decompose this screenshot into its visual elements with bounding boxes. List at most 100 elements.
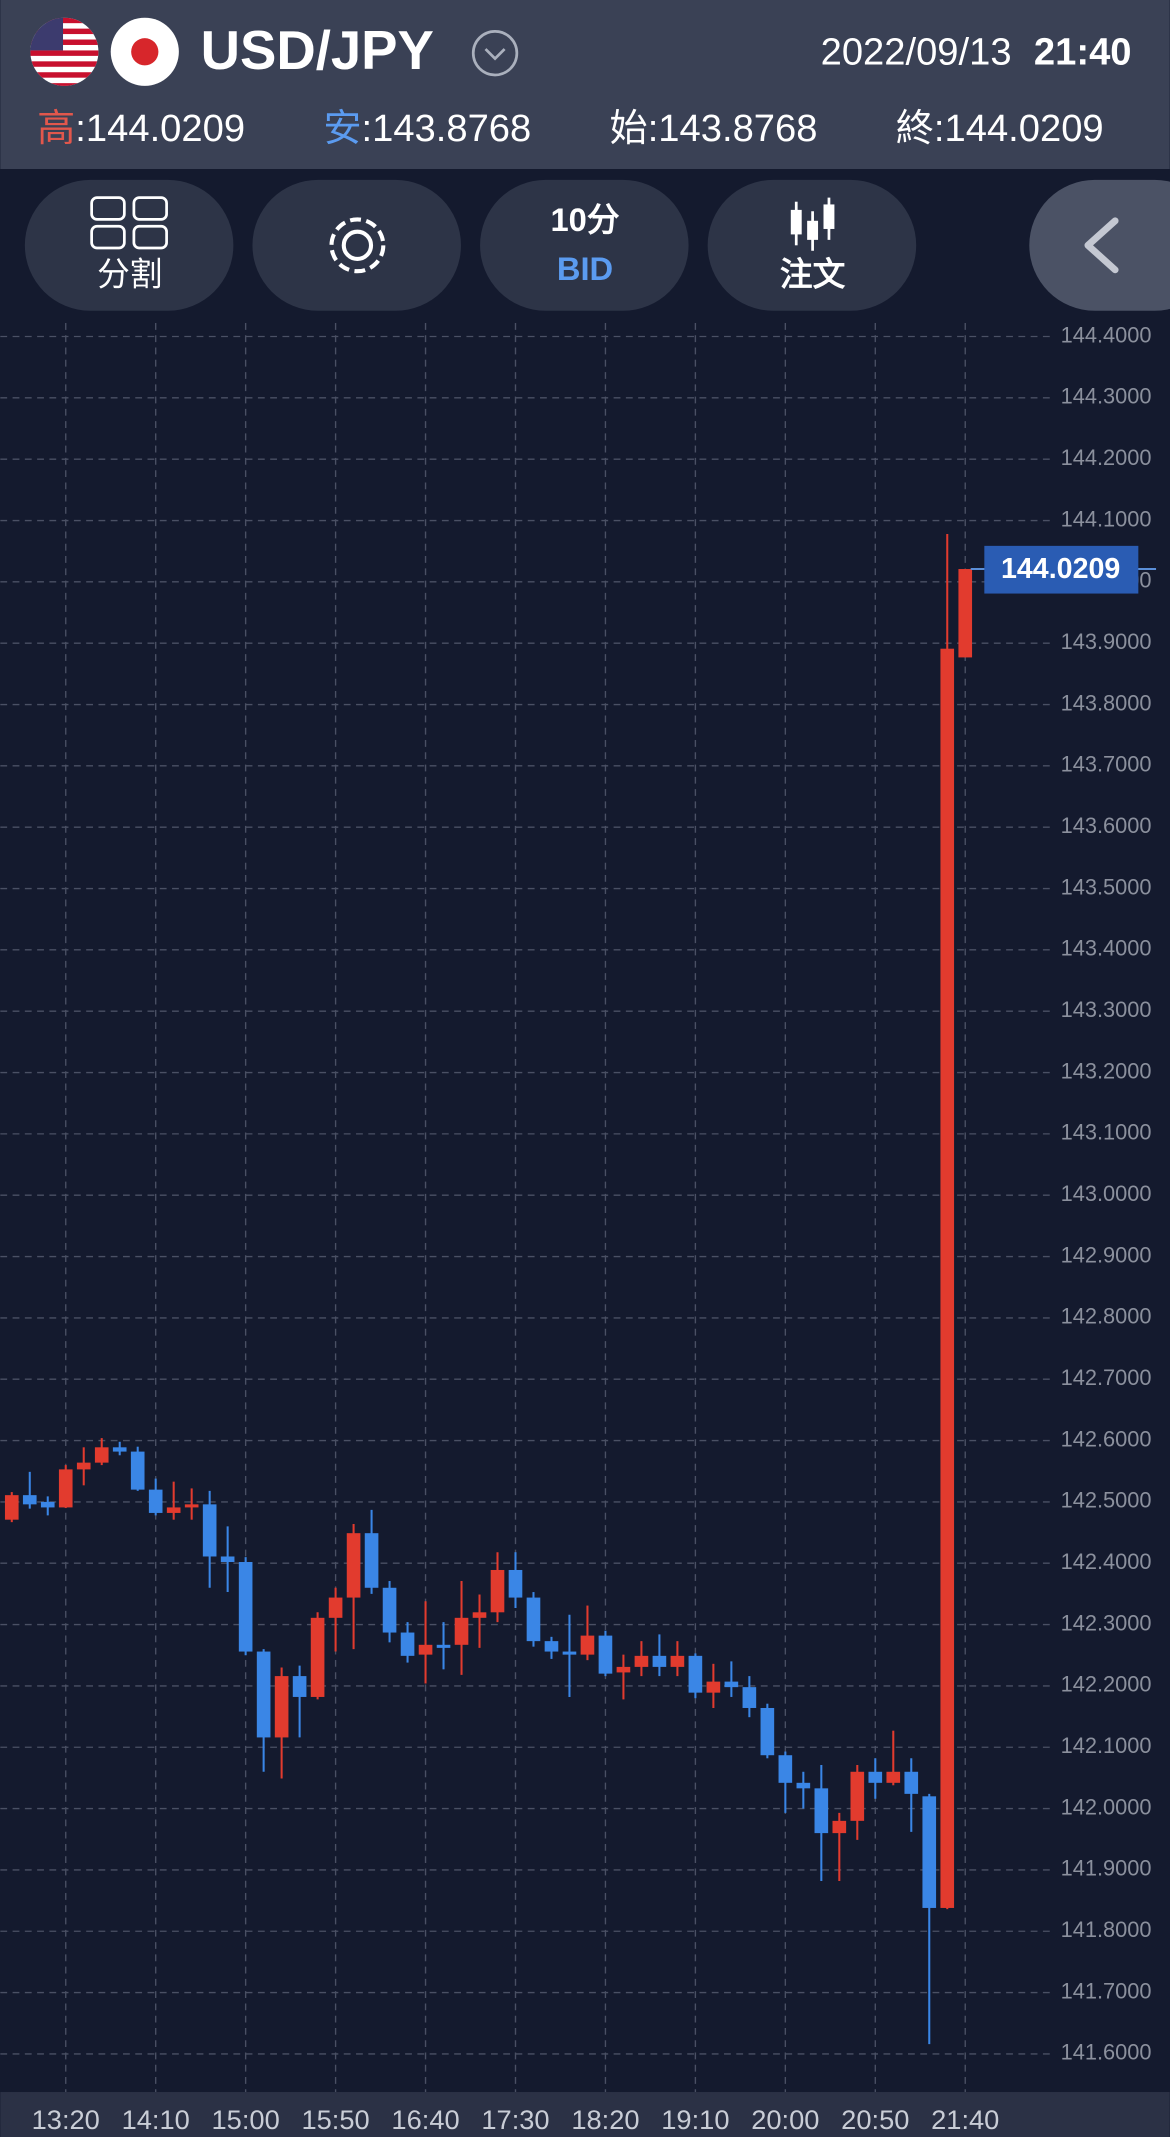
order-button[interactable]: 注文 xyxy=(707,179,917,311)
candle-body xyxy=(148,1489,163,1513)
candle-body xyxy=(670,1655,685,1667)
candle-body xyxy=(436,1644,451,1648)
candle-body xyxy=(112,1447,127,1452)
y-tick-label: 142.8000 xyxy=(1061,1304,1152,1329)
x-axis-bar xyxy=(0,2092,1170,2137)
y-tick-label: 142.0000 xyxy=(1061,1794,1152,1819)
y-tick-label: 143.6000 xyxy=(1061,813,1152,838)
candle-body xyxy=(904,1771,919,1794)
candle-body xyxy=(166,1507,181,1513)
candle-body xyxy=(454,1617,469,1645)
candle-body xyxy=(814,1788,829,1834)
candle-body xyxy=(616,1666,631,1673)
candle-body xyxy=(688,1655,703,1693)
y-tick-label: 142.5000 xyxy=(1061,1488,1152,1513)
candle-body xyxy=(634,1655,649,1667)
y-tick-label: 143.8000 xyxy=(1061,690,1152,715)
x-tick-label: 14:10 xyxy=(122,2104,190,2135)
y-tick-label: 142.1000 xyxy=(1061,1733,1152,1758)
high-value: 144.0209 xyxy=(86,107,245,150)
candle-body xyxy=(580,1635,595,1655)
candle-body xyxy=(364,1533,379,1588)
candle-body xyxy=(544,1641,559,1652)
y-tick-label: 142.3000 xyxy=(1061,1610,1152,1635)
separator: : xyxy=(361,107,372,150)
last-price-label: 144.0209 xyxy=(1001,553,1120,585)
split-label[interactable]: 分割 xyxy=(97,255,162,292)
y-tick-label: 143.0000 xyxy=(1061,1181,1152,1206)
low-value: 143.8768 xyxy=(372,107,531,150)
currency-pair[interactable]: USD/JPY xyxy=(201,20,434,81)
header-bar xyxy=(0,0,1170,169)
candle-body xyxy=(850,1771,865,1821)
collapse-button[interactable] xyxy=(1029,179,1170,311)
settings-button[interactable] xyxy=(252,179,461,311)
y-tick-label: 141.9000 xyxy=(1061,1856,1152,1881)
interval-label[interactable]: 10分 xyxy=(550,201,619,238)
x-tick-label: 13:20 xyxy=(32,2104,100,2135)
candles xyxy=(4,534,973,2045)
candle-body xyxy=(22,1495,37,1505)
separator: : xyxy=(934,107,945,150)
y-tick-label: 143.2000 xyxy=(1061,1058,1152,1083)
candle-body xyxy=(760,1707,775,1756)
x-tick-label: 16:40 xyxy=(391,2104,459,2135)
y-tick-label: 143.5000 xyxy=(1061,874,1152,899)
candle-body xyxy=(652,1655,667,1667)
candle-body xyxy=(508,1569,523,1598)
separator: : xyxy=(75,107,86,150)
candle-body xyxy=(778,1755,793,1783)
y-tick-label: 143.3000 xyxy=(1061,997,1152,1022)
y-tick-label: 144.2000 xyxy=(1061,445,1152,470)
candle-body xyxy=(202,1504,217,1557)
x-tick-label: 21:40 xyxy=(931,2104,999,2135)
y-tick-label: 142.7000 xyxy=(1061,1365,1152,1390)
candle-body xyxy=(220,1556,235,1563)
last-price-box xyxy=(984,545,1139,594)
quote-row: 高:144.0209 安:143.8768 始:143.8768 終:144.0… xyxy=(37,107,1104,150)
candle-body xyxy=(796,1782,811,1789)
candle-body xyxy=(130,1451,145,1490)
close-value: 144.0209 xyxy=(945,107,1104,150)
y-tick-label: 143.4000 xyxy=(1061,936,1152,961)
y-tick-label: 141.7000 xyxy=(1061,1978,1152,2003)
y-tick-label: 141.6000 xyxy=(1061,2040,1152,2065)
axis-labels: 141.6000 141.7000 141.8000 141.9000 142.0000… xyxy=(32,322,1157,2135)
candle-body xyxy=(292,1676,307,1697)
y-tick-label: 142.2000 xyxy=(1061,1672,1152,1697)
split-button[interactable]: 分割 xyxy=(24,179,234,311)
candle-body xyxy=(94,1447,109,1463)
candle-body xyxy=(562,1651,577,1655)
candle-body xyxy=(724,1681,739,1688)
x-tick-label: 15:50 xyxy=(301,2104,369,2135)
candle-body xyxy=(490,1569,505,1613)
pair-dropdown[interactable] xyxy=(471,29,519,77)
candle-body xyxy=(58,1469,73,1508)
y-tick-label: 143.1000 xyxy=(1061,1120,1152,1145)
y-tick-label: 142.4000 xyxy=(1061,1549,1152,1574)
candle-body xyxy=(706,1681,721,1693)
y-tick-label: 143.7000 xyxy=(1061,752,1152,777)
candle-body xyxy=(328,1597,343,1618)
candle-body xyxy=(598,1635,613,1674)
high-label: 高 xyxy=(37,107,75,150)
close-label: 終 xyxy=(896,107,934,150)
interval-button[interactable]: 10分 BID xyxy=(480,179,689,311)
candle-body xyxy=(40,1501,55,1508)
candle-body xyxy=(274,1676,289,1738)
x-tick-label: 17:30 xyxy=(481,2104,549,2135)
y-tick-label: 143.9000 xyxy=(1061,629,1152,654)
candle-body xyxy=(472,1612,487,1618)
x-tick-label: 20:00 xyxy=(751,2104,819,2135)
separator: : xyxy=(648,107,659,150)
time: 21:40 xyxy=(1034,31,1132,74)
y-tick-label: 144.4000 xyxy=(1061,322,1152,347)
low-label: 安 xyxy=(323,107,361,150)
x-tick-label: 20:50 xyxy=(841,2104,909,2135)
open-label: 始 xyxy=(610,107,648,150)
price-type-label[interactable]: BID xyxy=(557,250,613,287)
order-label[interactable]: 注文 xyxy=(780,255,846,292)
x-tick-label: 19:10 xyxy=(661,2104,729,2135)
